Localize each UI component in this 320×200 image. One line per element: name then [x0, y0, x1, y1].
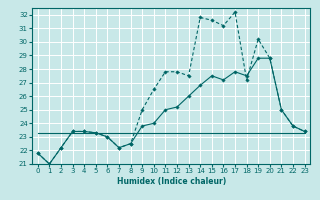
- X-axis label: Humidex (Indice chaleur): Humidex (Indice chaleur): [116, 177, 226, 186]
